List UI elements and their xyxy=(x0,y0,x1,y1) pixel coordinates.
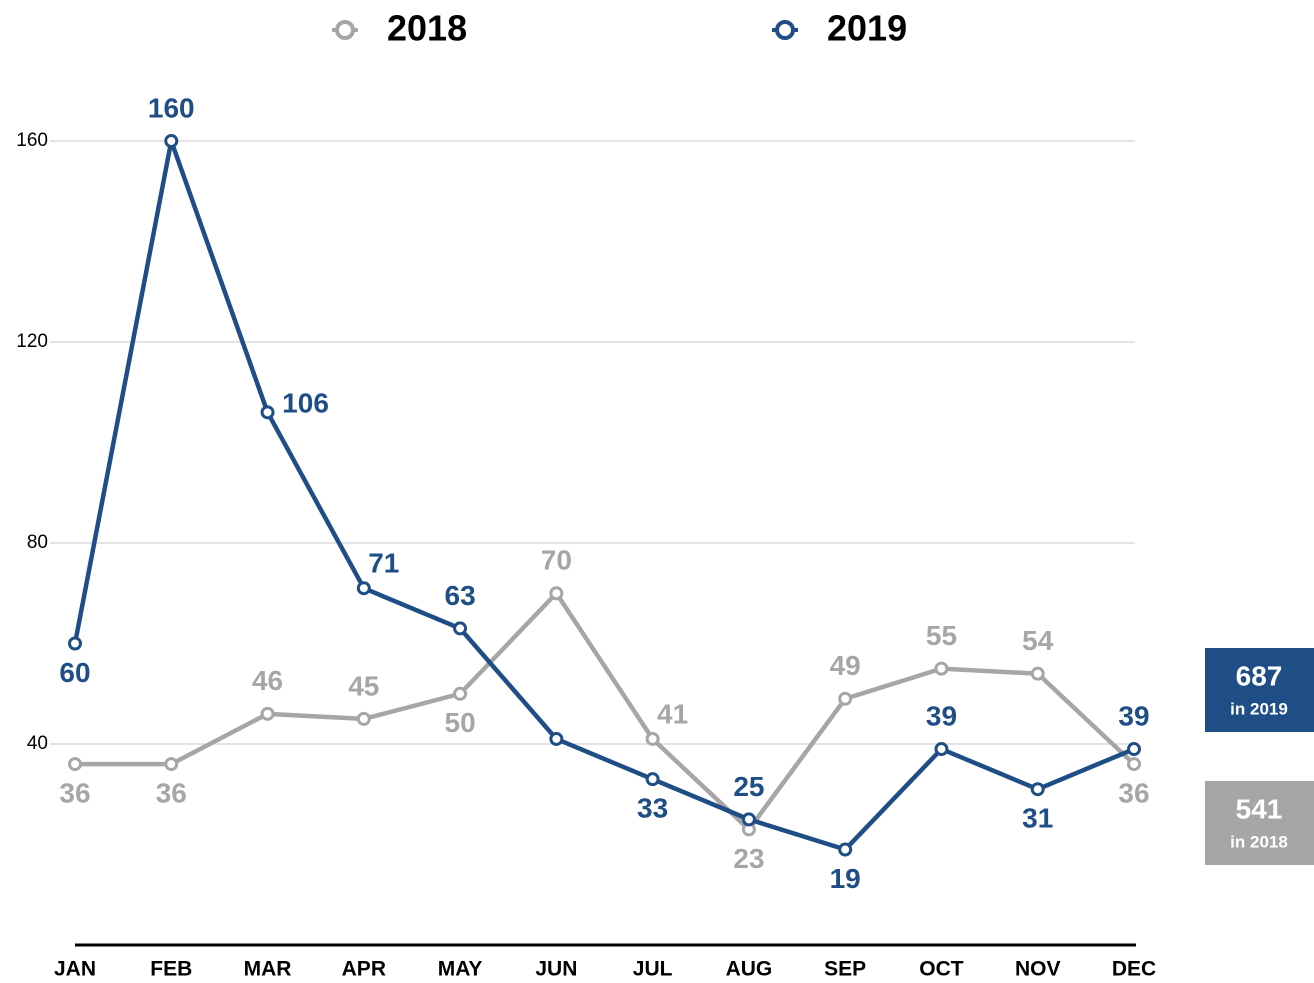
point xyxy=(356,711,371,726)
point xyxy=(934,661,949,676)
x-tick-label: FEB xyxy=(150,958,192,981)
point xyxy=(838,842,853,857)
value-label: 25 xyxy=(733,771,764,802)
value-label: 41 xyxy=(657,698,688,729)
point xyxy=(1127,757,1141,772)
total-value: 687 xyxy=(1236,660,1283,691)
point xyxy=(645,731,660,746)
y-tick-label: 160 xyxy=(16,130,48,151)
point xyxy=(453,621,468,636)
value-label: 54 xyxy=(1022,625,1054,656)
total-box xyxy=(1205,781,1314,865)
x-tick-label: DEC xyxy=(1112,958,1156,981)
point xyxy=(68,636,82,651)
value-label: 60 xyxy=(59,657,90,688)
point xyxy=(453,686,468,701)
value-label: 39 xyxy=(926,700,957,731)
x-tick-label: JUN xyxy=(535,958,577,981)
point xyxy=(645,772,660,787)
value-label: 46 xyxy=(252,665,283,696)
value-label: 63 xyxy=(445,580,476,611)
x-tick-label: MAY xyxy=(438,958,483,981)
x-tick-label: AUG xyxy=(726,958,773,981)
point xyxy=(1030,666,1045,681)
total-label: in 2018 xyxy=(1230,832,1288,851)
point xyxy=(549,731,564,746)
value-label: 36 xyxy=(59,777,90,808)
value-label: 70 xyxy=(541,545,572,576)
point xyxy=(1127,742,1141,757)
value-label: 33 xyxy=(637,793,668,824)
value-label: 19 xyxy=(830,863,861,894)
value-label: 39 xyxy=(1118,700,1149,731)
value-label: 71 xyxy=(368,548,399,579)
x-tick-label: NOV xyxy=(1015,958,1061,981)
total-box xyxy=(1205,648,1314,732)
value-label: 49 xyxy=(830,650,861,681)
legend-marker xyxy=(775,20,795,40)
value-label: 106 xyxy=(282,388,329,419)
x-tick-label: JAN xyxy=(54,958,96,981)
legend-marker xyxy=(335,20,355,40)
value-label: 160 xyxy=(148,92,195,123)
value-label: 50 xyxy=(445,707,476,738)
point xyxy=(741,812,756,827)
point xyxy=(838,691,853,706)
total-label: in 2019 xyxy=(1230,699,1288,718)
value-label: 31 xyxy=(1022,803,1053,834)
x-tick-label: OCT xyxy=(919,958,964,981)
series-line xyxy=(75,591,1136,832)
value-label: 45 xyxy=(348,670,379,701)
point xyxy=(68,757,82,772)
y-tick-label: 80 xyxy=(27,532,48,553)
x-tick-label: APR xyxy=(342,958,386,981)
y-tick-label: 40 xyxy=(27,733,48,754)
point xyxy=(1030,782,1045,797)
point xyxy=(549,586,564,601)
x-tick-label: MAR xyxy=(244,958,292,981)
point xyxy=(356,581,371,596)
point xyxy=(260,405,275,420)
y-tick-label: 120 xyxy=(16,331,48,352)
x-tick-label: JUL xyxy=(633,958,673,981)
x-tick-label: SEP xyxy=(824,958,866,981)
point xyxy=(164,757,179,772)
value-label: 36 xyxy=(1118,777,1149,808)
total-value: 541 xyxy=(1236,793,1283,824)
value-label: 55 xyxy=(926,620,957,651)
point xyxy=(260,706,275,721)
point xyxy=(164,134,179,148)
value-label: 36 xyxy=(156,777,187,808)
value-label: 23 xyxy=(733,843,764,874)
series-line xyxy=(72,138,1135,852)
legend-label: 2019 xyxy=(827,8,907,49)
legend-label: 2018 xyxy=(387,8,467,49)
point xyxy=(934,742,949,757)
